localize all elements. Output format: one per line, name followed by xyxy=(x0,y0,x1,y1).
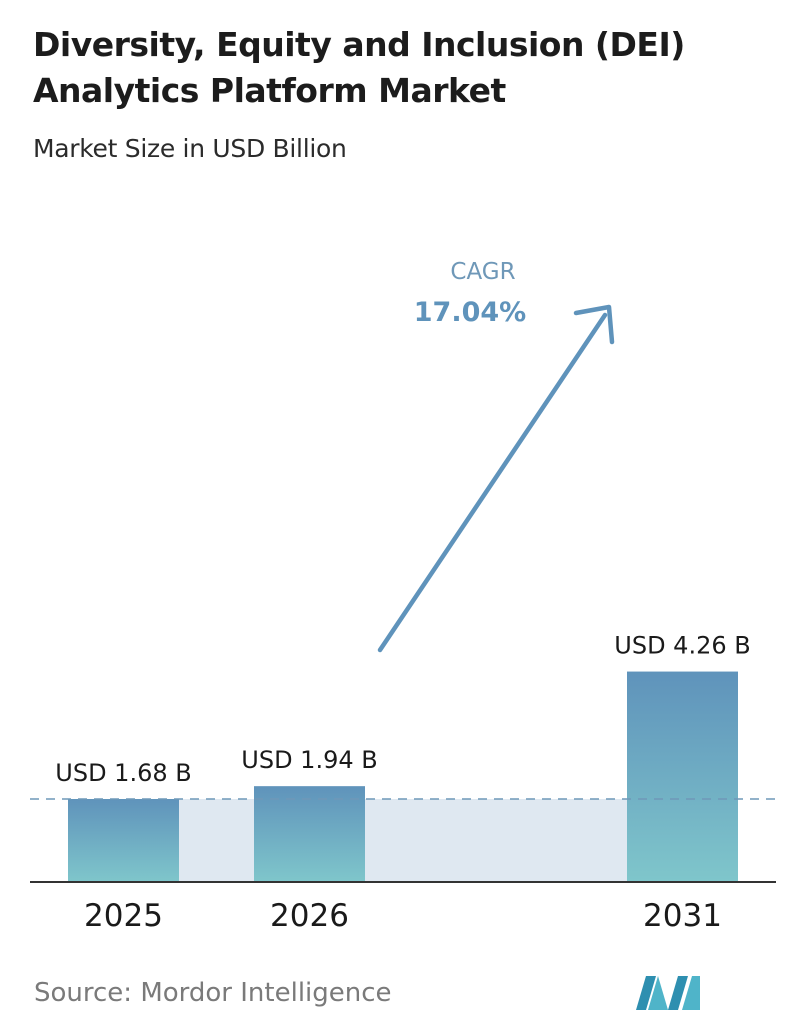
mordor-intelligence-logo-icon xyxy=(636,976,700,1010)
x-tick-label-2026: 2026 xyxy=(270,898,349,934)
data-label-2031: USD 4.26 B xyxy=(614,632,750,660)
bar-2025 xyxy=(68,799,179,882)
cagr-value: 17.04% xyxy=(414,297,526,328)
cagr-arrow-head xyxy=(573,304,615,345)
bar-2026 xyxy=(254,786,365,882)
x-tick-label-2025: 2025 xyxy=(84,898,163,934)
data-label-2026: USD 1.94 B xyxy=(241,746,377,774)
cagr-arrow-shaft xyxy=(377,312,608,653)
chart-subtitle: Market Size in USD Billion xyxy=(33,134,347,163)
bar-chart: USD 1.68 B USD 1.94 B USD 4.26 B 2025 2026 2… xyxy=(30,259,782,934)
data-label-2025: USD 1.68 B xyxy=(55,759,191,787)
bar-2031 xyxy=(627,671,738,882)
source-note: Source: Mordor Intelligence xyxy=(34,978,392,1008)
x-tick-label-2031: 2031 xyxy=(643,898,722,934)
cagr-label: CAGR xyxy=(450,259,515,285)
cagr-arrow xyxy=(377,304,615,653)
chart-title: Diversity, Equity and Inclusion (DEI) An… xyxy=(33,25,685,110)
